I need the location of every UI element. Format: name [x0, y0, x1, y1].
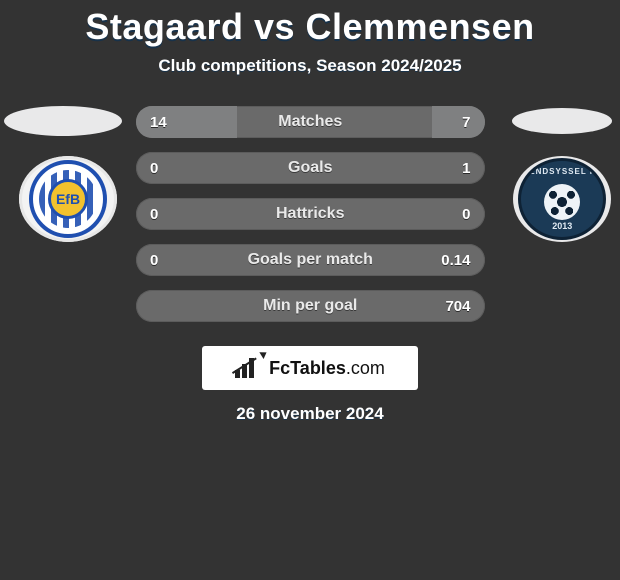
- fctables-domain: .com: [346, 358, 385, 378]
- fctables-logo-link[interactable]: FcTables.com: [202, 346, 418, 390]
- stat-row: 0Goals per match0.14: [136, 244, 485, 276]
- snapshot-date: 26 november 2024: [0, 404, 620, 424]
- vff-badge-ring: VENDSYSSEL FF 2013: [518, 158, 606, 240]
- comparison-body: EfB 14Matches7 0Goals1 0Hattricks0 0Goals p…: [0, 106, 620, 322]
- player-right-column: VENDSYSSEL FF 2013: [499, 106, 617, 242]
- vff-badge-outer: VENDSYSSEL FF 2013: [513, 156, 611, 242]
- stat-label: Min per goal: [136, 297, 485, 315]
- page-title: Stagaard vs Clemmensen: [0, 6, 620, 48]
- vff-badge-club-text: VENDSYSSEL FF: [521, 167, 603, 176]
- efb-badge-center: EfB: [48, 179, 88, 219]
- player-right-club-badge: VENDSYSSEL FF 2013: [513, 156, 611, 242]
- fctables-name: FcTables: [269, 358, 346, 378]
- efb-badge-outer: EfB: [19, 156, 117, 242]
- stat-label: Matches: [136, 113, 485, 131]
- fctables-logo-text: FcTables.com: [269, 358, 385, 379]
- player-left-club-badge: EfB: [19, 156, 117, 242]
- stat-label: Goals per match: [136, 251, 485, 269]
- stat-label: Hattricks: [136, 205, 485, 223]
- efb-badge-ring: EfB: [29, 160, 107, 238]
- player-right-head-placeholder: [512, 108, 612, 134]
- stat-row: 0Goals1: [136, 152, 485, 184]
- stat-label: Goals: [136, 159, 485, 177]
- stat-row: 14Matches7: [136, 106, 485, 138]
- stat-row: 0Hattricks0: [136, 198, 485, 230]
- vff-badge-year: 2013: [521, 221, 603, 231]
- page-subtitle: Club competitions, Season 2024/2025: [0, 56, 620, 76]
- comparison-card: Stagaard vs Clemmensen Club competitions…: [0, 0, 620, 580]
- stats-table: 14Matches7 0Goals1 0Hattricks0 0Goals per m…: [136, 106, 485, 322]
- player-left-column: EfB: [4, 106, 122, 242]
- stat-row: Min per goal704: [136, 290, 485, 322]
- soccer-ball-icon: [544, 184, 580, 220]
- player-left-head-placeholder: [4, 106, 122, 136]
- bar-chart-icon: [235, 358, 261, 378]
